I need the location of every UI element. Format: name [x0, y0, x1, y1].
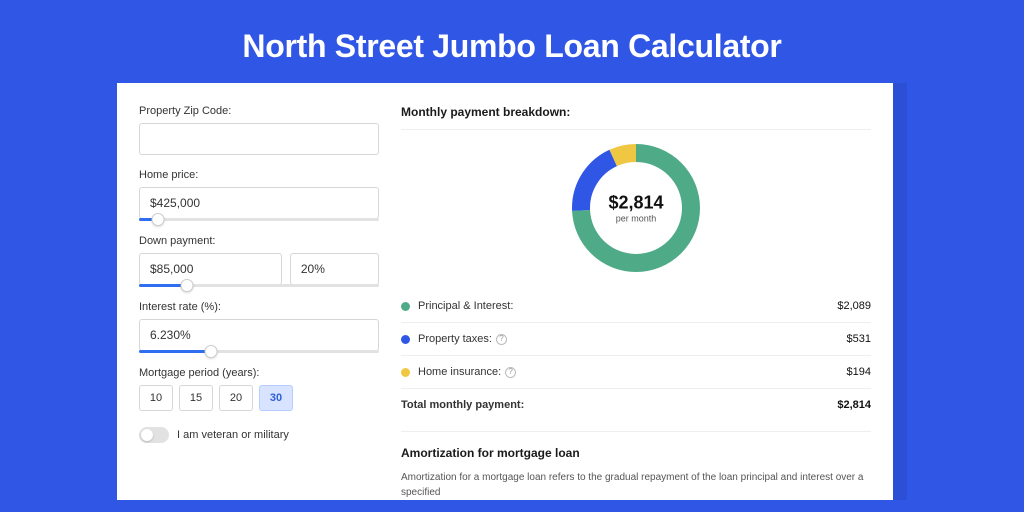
down-slider[interactable] [139, 284, 379, 287]
amortization-title: Amortization for mortgage loan [401, 446, 871, 460]
rate-slider-thumb[interactable] [205, 345, 218, 358]
field-down: Down payment: [139, 235, 379, 287]
calculator-panel: Property Zip Code: Home price: Down paym… [117, 83, 893, 500]
price-label: Home price: [139, 169, 379, 181]
down-slider-thumb[interactable] [181, 279, 194, 292]
legend-label: Home insurance:? [418, 366, 847, 378]
down-label: Down payment: [139, 235, 379, 247]
rate-slider[interactable] [139, 350, 379, 353]
zip-label: Property Zip Code: [139, 105, 379, 117]
breakdown-column: Monthly payment breakdown: $2,814 per mo… [401, 105, 871, 500]
field-zip: Property Zip Code: [139, 105, 379, 155]
field-price: Home price: [139, 169, 379, 221]
donut-center: $2,814 per month [608, 193, 663, 224]
period-btn-30[interactable]: 30 [259, 385, 293, 411]
veteran-row: I am veteran or military [139, 427, 379, 443]
donut-amount: $2,814 [608, 193, 663, 214]
legend-dot [401, 368, 410, 377]
veteran-toggle[interactable] [139, 427, 169, 443]
legend-value: $194 [847, 366, 871, 378]
banner: North Street Jumbo Loan Calculator [0, 0, 1024, 83]
legend-row: Principal & Interest:$2,089 [401, 290, 871, 322]
period-button-group: 10152030 [139, 385, 379, 411]
rate-label: Interest rate (%): [139, 301, 379, 313]
period-btn-20[interactable]: 20 [219, 385, 253, 411]
field-rate: Interest rate (%): [139, 301, 379, 353]
legend: Principal & Interest:$2,089Property taxe… [401, 290, 871, 421]
veteran-toggle-knob [141, 429, 153, 441]
amortization-text: Amortization for a mortgage loan refers … [401, 470, 871, 500]
total-value: $2,814 [837, 399, 871, 411]
legend-value: $2,089 [837, 300, 871, 312]
panel-shadow: Property Zip Code: Home price: Down paym… [117, 83, 907, 500]
legend-row: Property taxes:?$531 [401, 322, 871, 355]
legend-dot [401, 335, 410, 344]
price-slider-thumb[interactable] [152, 213, 165, 226]
info-icon[interactable]: ? [496, 334, 507, 345]
down-amount-input[interactable] [139, 253, 282, 285]
legend-dot [401, 302, 410, 311]
rate-input[interactable] [139, 319, 379, 351]
down-pct-input[interactable] [290, 253, 379, 285]
donut-sub: per month [608, 214, 663, 224]
period-btn-15[interactable]: 15 [179, 385, 213, 411]
form-column: Property Zip Code: Home price: Down paym… [139, 105, 379, 500]
page-title: North Street Jumbo Loan Calculator [0, 28, 1024, 65]
total-label: Total monthly payment: [401, 399, 837, 411]
legend-label: Principal & Interest: [418, 300, 837, 312]
amortization-section: Amortization for mortgage loan Amortizat… [401, 431, 871, 500]
info-icon[interactable]: ? [505, 367, 516, 378]
period-btn-10[interactable]: 10 [139, 385, 173, 411]
legend-label: Property taxes:? [418, 333, 847, 345]
period-label: Mortgage period (years): [139, 367, 379, 379]
breakdown-title: Monthly payment breakdown: [401, 105, 871, 130]
legend-total-row: Total monthly payment:$2,814 [401, 388, 871, 421]
legend-row: Home insurance:?$194 [401, 355, 871, 388]
down-input-row [139, 253, 379, 285]
donut-chart: $2,814 per month [572, 144, 700, 272]
rate-slider-fill [139, 350, 211, 353]
donut-wrap: $2,814 per month [401, 144, 871, 272]
price-input[interactable] [139, 187, 379, 219]
field-period: Mortgage period (years): 10152030 [139, 367, 379, 411]
veteran-label: I am veteran or military [177, 429, 289, 441]
legend-value: $531 [847, 333, 871, 345]
zip-input[interactable] [139, 123, 379, 155]
price-slider[interactable] [139, 218, 379, 221]
